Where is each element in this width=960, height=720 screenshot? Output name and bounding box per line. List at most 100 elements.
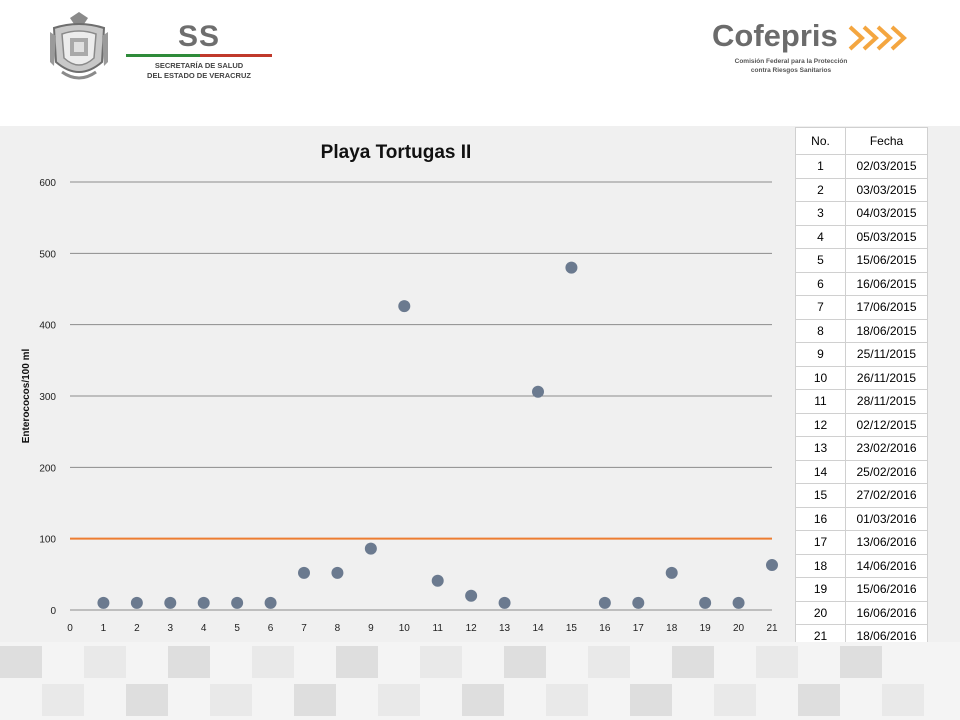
- ss-logo-red-bar: [200, 54, 272, 57]
- data-point: [231, 596, 244, 609]
- table-row: 6 16/06/2015: [795, 271, 928, 296]
- table-cell-date: 02/03/2015: [845, 154, 928, 179]
- table-cell-date: 15/06/2016: [845, 577, 928, 602]
- table-row: 15 27/02/2016: [795, 483, 928, 508]
- cofepris-logo-name: Cofepris: [712, 18, 838, 53]
- table-row: 20 16/06/2016: [795, 600, 928, 625]
- table-row: 1 02/03/2015: [795, 154, 928, 179]
- x-tick-label: 4: [201, 623, 207, 634]
- table-cell-no: 20: [795, 600, 846, 625]
- table-cell-date: 13/06/2016: [845, 530, 928, 555]
- table-cell-date: 25/02/2016: [845, 459, 928, 484]
- data-point: [164, 596, 177, 609]
- x-tick-label: 8: [335, 623, 341, 634]
- table-cell-date: 16/06/2015: [845, 271, 928, 296]
- table-cell-no: 7: [795, 295, 846, 320]
- table-cell-date: 26/11/2015: [845, 365, 928, 390]
- x-tick-label: 9: [368, 623, 374, 634]
- table-row: 9 25/11/2015: [795, 342, 928, 367]
- cofepris-logo: Cofepris Comisión Federal para la Protec…: [712, 18, 912, 84]
- ss-logo: SS SECRETARÍA DE SALUD DEL ESTADO DE VER…: [124, 20, 274, 84]
- y-tick-label: 600: [39, 178, 56, 189]
- ss-logo-green-bar: [126, 54, 200, 57]
- chart-gridlines: [70, 181, 772, 611]
- x-tick-label: 1: [101, 623, 107, 634]
- table-row: 4 05/03/2015: [795, 224, 928, 249]
- data-point: [465, 589, 478, 602]
- table-row: 16 01/03/2016: [795, 506, 928, 531]
- table-cell-date: 23/02/2016: [845, 436, 928, 461]
- table-cell-no: 12: [795, 412, 846, 437]
- y-tick-label: 400: [39, 321, 56, 332]
- data-point: [364, 542, 377, 555]
- table-cell-no: 16: [795, 506, 846, 531]
- table-cell-date: 04/03/2015: [845, 201, 928, 226]
- table-header-row: No. Fecha: [795, 127, 928, 155]
- data-point: [498, 596, 511, 609]
- table-cell-no: 5: [795, 248, 846, 273]
- table-cell-date: 05/03/2015: [845, 224, 928, 249]
- x-tick-label: 10: [399, 623, 411, 634]
- x-tick-label: 19: [700, 623, 712, 634]
- data-point: [732, 596, 745, 609]
- chart-data-points: [97, 261, 778, 609]
- x-tick-label: 18: [666, 623, 678, 634]
- ss-logo-line2: DEL ESTADO DE VERACRUZ: [147, 71, 251, 80]
- y-tick-label: 200: [39, 463, 56, 474]
- data-point: [632, 596, 645, 609]
- table-row: 8 18/06/2015: [795, 318, 928, 343]
- table-cell-date: 02/12/2015: [845, 412, 928, 437]
- cofepris-logo-line1: Comisión Federal para la Protección: [734, 58, 848, 65]
- x-tick-label: 6: [268, 623, 274, 634]
- scatter-chart: Playa Tortugas II Enterococos/100 ml 0 10…: [21, 142, 778, 634]
- table-cell-no: 13: [795, 436, 846, 461]
- data-point: [699, 596, 712, 609]
- data-point: [97, 596, 110, 609]
- data-point: [766, 559, 778, 572]
- x-tick-label: 0: [67, 623, 73, 634]
- table-row: 17 13/06/2016: [795, 530, 928, 555]
- table-cell-no: 14: [795, 459, 846, 484]
- table-cell-no: 8: [795, 318, 846, 343]
- table-cell-no: 15: [795, 483, 846, 508]
- y-tick-label: 500: [39, 249, 56, 260]
- veracruz-coat-of-arms-logo: [50, 12, 108, 80]
- x-tick-label: 5: [234, 623, 240, 634]
- table-row: 12 02/12/2015: [795, 412, 928, 437]
- data-point: [565, 261, 578, 274]
- table-cell-no: 9: [795, 342, 846, 367]
- cofepris-arrows-icon: [848, 25, 907, 51]
- chart-title: Playa Tortugas II: [321, 142, 472, 163]
- x-tick-label: 15: [566, 623, 578, 634]
- table-cell-no: 1: [795, 154, 846, 179]
- table-row: 19 15/06/2016: [795, 577, 928, 602]
- table-cell-no: 2: [795, 177, 846, 202]
- x-tick-label: 11: [433, 623, 444, 634]
- table-row: 14 25/02/2016: [795, 459, 928, 484]
- data-point: [431, 574, 444, 587]
- ss-logo-line1: SECRETARÍA DE SALUD: [154, 61, 244, 70]
- data-point: [197, 596, 210, 609]
- x-tick-label: 20: [733, 623, 745, 634]
- table-cell-date: 27/02/2016: [845, 483, 928, 508]
- table-cell-date: 03/03/2015: [845, 177, 928, 202]
- chart-y-axis-label: Enterococos/100 ml: [21, 349, 32, 444]
- table-cell-date: 16/06/2016: [845, 600, 928, 625]
- table-body: 1 02/03/2015 2 03/03/2015 3 04/03/2015 4 05/03/…: [795, 154, 928, 649]
- cofepris-logo-line2: contra Riesgos Sanitarios: [750, 67, 832, 74]
- table-row: 10 26/11/2015: [795, 365, 928, 390]
- y-tick-label: 300: [39, 392, 56, 403]
- x-tick-label: 17: [633, 623, 645, 634]
- chart-y-tick-labels: 0 100 200 300 400 500 600: [39, 178, 56, 617]
- data-point: [298, 566, 310, 579]
- table-row: 5 15/06/2015: [795, 248, 928, 273]
- data-point: [331, 566, 344, 579]
- table-cell-no: 3: [795, 201, 846, 226]
- data-point: [532, 385, 544, 398]
- data-point: [264, 596, 277, 609]
- sample-dates-table: No. Fecha 1 02/03/2015 2 03/03/2015 3 04/03/2…: [795, 127, 928, 649]
- x-tick-label: 3: [168, 623, 174, 634]
- table-cell-date: 14/06/2016: [845, 553, 928, 578]
- data-point: [130, 596, 143, 609]
- y-tick-label: 100: [39, 535, 56, 546]
